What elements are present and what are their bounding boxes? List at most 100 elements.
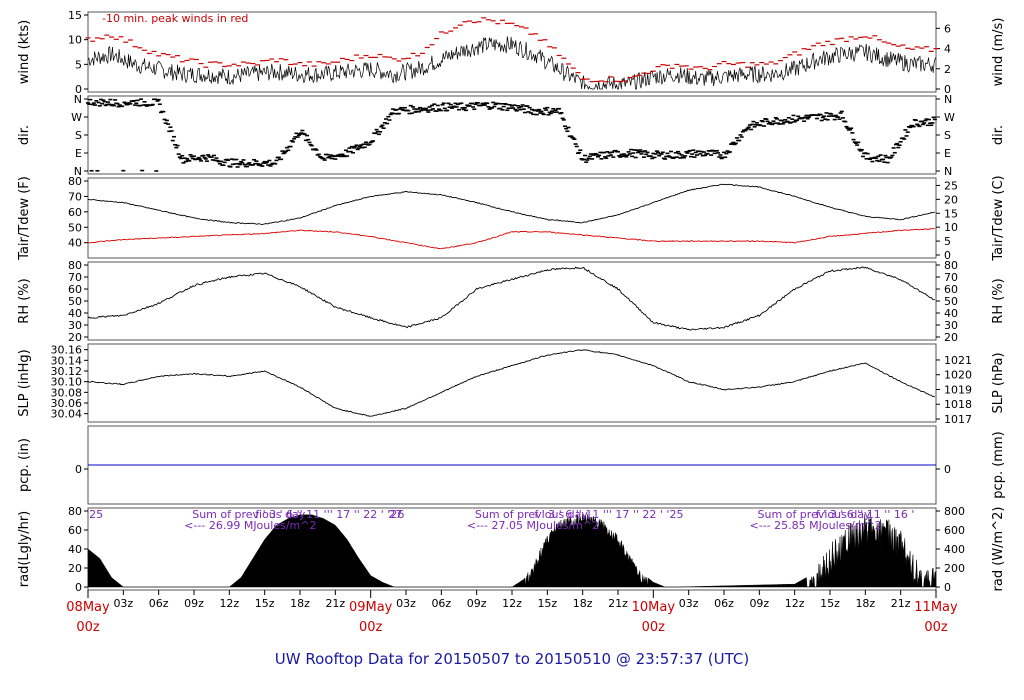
ytick-label-right-temp: 20 <box>944 193 958 206</box>
hour-marker: f ' 3 ' 6 '' 11 '' 16 ' <box>816 508 915 521</box>
series-solar-radiation <box>87 512 937 588</box>
ytick-label-right-rad: 0 <box>944 581 951 594</box>
daily-sum-label: Sum of previous day <box>475 508 589 521</box>
series-air-temp <box>87 183 935 225</box>
day-label-date: 11May <box>914 600 958 615</box>
day-label-time: 00z <box>642 620 666 635</box>
ytick-label-left-dir: N <box>74 93 82 106</box>
xtick-label: 21z <box>891 597 911 610</box>
ytick-label-right-slp: 1017 <box>944 413 972 426</box>
ytick-label-left-wind: 5 <box>75 58 82 71</box>
xtick-label: 09z <box>749 597 769 610</box>
ytick-label-right-dir: N <box>944 93 952 106</box>
xtick-label: 21z <box>325 597 345 610</box>
xtick-label: 15z <box>820 597 840 610</box>
series-sea-level-pressure <box>87 349 936 417</box>
ytick-label-right-dir: N <box>944 165 952 178</box>
ytick-label-right-dir: E <box>944 147 951 160</box>
ytick-label-left-rh: 20 <box>68 331 82 344</box>
xtick-label: 15z <box>255 597 275 610</box>
ytick-label-right-temp: 25 <box>944 179 958 192</box>
ytick-label-left-temp: 60 <box>68 206 82 219</box>
ytick-label-left-slp: 30.16 <box>51 344 83 357</box>
xtick-label: 09z <box>467 597 487 610</box>
ytick-label-left-pcp: 0 <box>75 463 82 476</box>
ylabel-right-temp: Tair/Tdew (C) <box>991 175 1006 261</box>
ylabel-right-rad: rad (W/m^2) <box>991 507 1006 592</box>
ylabel-left-rh: RH (%) <box>17 278 32 323</box>
daily-sum-label: Sum of previous day <box>758 508 872 521</box>
ytick-label-left-slp: 30.10 <box>51 376 83 389</box>
ytick-label-left-rh: 50 <box>68 295 82 308</box>
ylabel-left-pcp: pcp. (in) <box>17 438 32 492</box>
series-relative-humidity <box>87 266 935 331</box>
daily-sum-value: <--- 27.05 MJoules/m^2 <box>467 519 599 532</box>
ytick-label-right-rh: 30 <box>944 319 958 332</box>
ytick-label-right-wind: 4 <box>944 43 951 56</box>
day-label-date: 10May <box>632 600 676 615</box>
ytick-label-right-dir: W <box>944 111 955 124</box>
daily-sum-value: <--- 25.85 MJoules/m^2 <box>750 519 882 532</box>
ytick-label-left-temp: 70 <box>68 190 82 203</box>
ylabel-right-rh: RH (%) <box>991 278 1006 323</box>
ytick-label-left-slp: 30.08 <box>51 386 83 399</box>
ytick-label-left-rad: 60 <box>68 524 82 537</box>
ytick-label-right-rh: 70 <box>944 271 958 284</box>
xtick-label: 15z <box>537 597 557 610</box>
ytick-label-right-rh: 50 <box>944 295 958 308</box>
xtick-label: 12z <box>502 597 522 610</box>
day-label-date: 08May <box>66 600 110 615</box>
ylabel-left-wind: wind (kts) <box>17 20 32 84</box>
series-dew-point <box>87 228 935 250</box>
ytick-label-left-wind: 15 <box>68 9 82 22</box>
ytick-label-right-wind: 2 <box>944 63 951 76</box>
xtick-label: 12z <box>785 597 805 610</box>
hour-marker: 25 <box>89 508 103 521</box>
panel-frame-slp <box>87 343 937 423</box>
ytick-label-right-temp: 0 <box>944 249 951 262</box>
hour-marker: f ' 3 ' 6 '' 11 ''' 17 '' 22 ' '26 <box>255 508 404 521</box>
ytick-label-right-rad: 400 <box>944 543 965 556</box>
ytick-label-right-rh: 60 <box>944 283 958 296</box>
ylabel-left-temp: Tair/Tdew (F) <box>17 176 32 261</box>
day-label-date: 09May <box>349 600 393 615</box>
xtick-label: 06z <box>431 597 451 610</box>
ytick-label-right-slp: 1020 <box>944 369 972 382</box>
day-label-time: 00z <box>359 620 383 635</box>
ytick-label-left-rh: 30 <box>68 319 82 332</box>
xtick-label: 06z <box>714 597 734 610</box>
panel-frame-temp <box>87 177 937 259</box>
ytick-label-left-wind: 10 <box>68 34 82 47</box>
ytick-label-left-rad: 20 <box>68 562 82 575</box>
ylabel-right-wind: wind (m/s) <box>991 18 1006 87</box>
ytick-label-right-dir: S <box>944 129 951 142</box>
ytick-label-right-pcp: 0 <box>944 463 951 476</box>
xtick-label: 18z <box>290 597 310 610</box>
series-wind-speed <box>87 36 937 91</box>
xtick-label: 03z <box>679 597 699 610</box>
wind-annotation: -10 min. peak winds in red <box>102 12 248 25</box>
ytick-label-left-slp: 30.12 <box>51 365 83 378</box>
ytick-label-left-dir: W <box>71 111 82 124</box>
ytick-label-left-rad: 80 <box>68 505 82 518</box>
ytick-label-left-dir: S <box>75 129 82 142</box>
hour-marker: 27 <box>388 508 402 521</box>
ytick-label-left-rad: 0 <box>75 581 82 594</box>
ytick-label-right-rad: 200 <box>944 562 965 575</box>
ytick-label-right-rad: 800 <box>944 505 965 518</box>
xtick-label: 18z <box>855 597 875 610</box>
ylabel-right-slp: SLP (hPa) <box>991 352 1006 413</box>
chart-title: UW Rooftop Data for 20150507 to 20150510… <box>274 650 750 668</box>
xtick-label: 21z <box>608 597 628 610</box>
ytick-label-left-dir: N <box>74 165 82 178</box>
ytick-label-left-temp: 80 <box>68 175 82 188</box>
xtick-label: 12z <box>219 597 239 610</box>
xtick-label: 03z <box>396 597 416 610</box>
ylabel-left-slp: SLP (inHg) <box>17 349 32 417</box>
ytick-label-right-rh: 80 <box>944 259 958 272</box>
xtick-label: 03z <box>113 597 133 610</box>
ytick-label-left-rh: 60 <box>68 283 82 296</box>
ytick-label-right-wind: 6 <box>944 22 951 35</box>
ytick-label-right-slp: 1018 <box>944 398 972 411</box>
day-label-time: 00z <box>924 620 948 635</box>
